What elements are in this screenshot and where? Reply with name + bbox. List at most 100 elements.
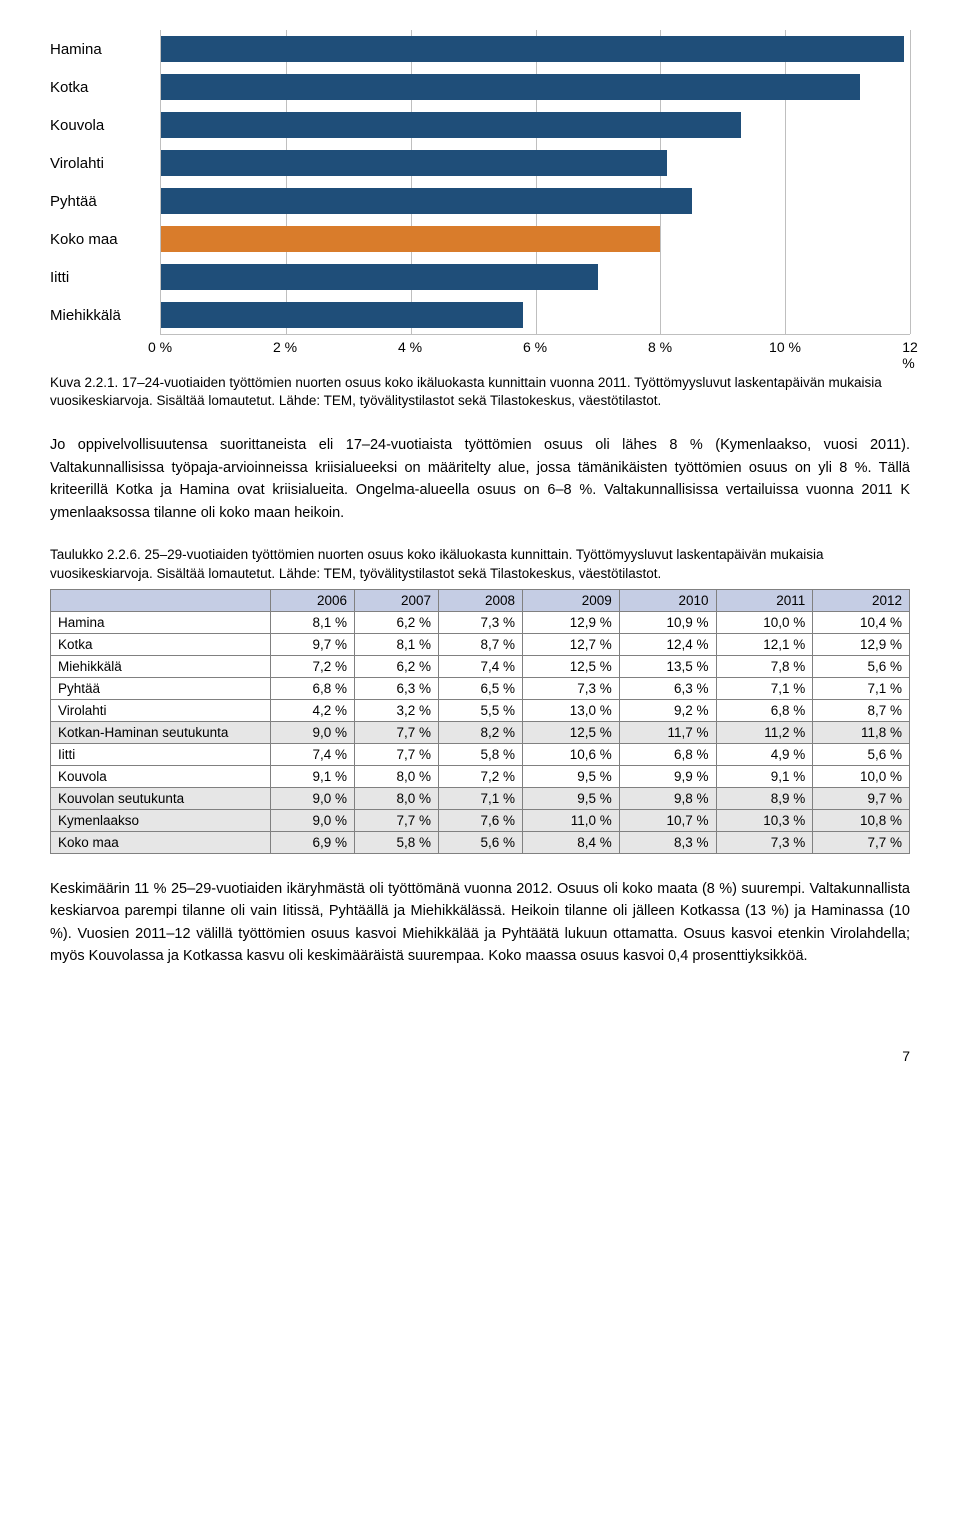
chart-category-label: Miehikkälä (50, 307, 160, 324)
table-cell: 8,3 % (619, 831, 716, 853)
axis-tick-label: 0 % (148, 339, 172, 355)
table-cell: 6,9 % (271, 831, 355, 853)
table-header-cell (51, 589, 271, 611)
table-cell: 10,4 % (813, 611, 910, 633)
chart-bar-area (160, 144, 910, 182)
table-cell: 11,2 % (716, 721, 813, 743)
table-cell: 5,6 % (813, 743, 910, 765)
chart-category-label: Kotka (50, 79, 160, 96)
bar-chart: HaminaKotkaKouvolaVirolahtiPyhtääKoko ma… (50, 30, 910, 356)
body-paragraph-2: Keskimäärin 11 % 25–29-vuotiaiden ikäryh… (50, 878, 910, 968)
table-cell: 10,6 % (523, 743, 620, 765)
chart-bar (161, 36, 904, 62)
table-cell: Hamina (51, 611, 271, 633)
table-row: Kotka9,7 %8,1 %8,7 %12,7 %12,4 %12,1 %12… (51, 633, 910, 655)
table-cell: 11,8 % (813, 721, 910, 743)
table-cell: 9,7 % (813, 787, 910, 809)
figure-caption: Kuva 2.2.1. 17–24-vuotiaiden työttömien … (50, 374, 910, 410)
table-cell: 8,1 % (271, 611, 355, 633)
table-cell: 6,2 % (355, 611, 439, 633)
table-row: Kouvolan seutukunta9,0 %8,0 %7,1 %9,5 %9… (51, 787, 910, 809)
chart-category-label: Hamina (50, 41, 160, 58)
table-cell: 7,7 % (355, 743, 439, 765)
chart-category-label: Virolahti (50, 155, 160, 172)
table-cell: 7,3 % (523, 677, 620, 699)
table-header-cell: 2011 (716, 589, 813, 611)
table-cell: Kotkan-Haminan seutukunta (51, 721, 271, 743)
table-cell: 3,2 % (355, 699, 439, 721)
body-paragraph-1: Jo oppivelvollisuutensa suorittaneista e… (50, 434, 910, 524)
table-cell: 9,5 % (523, 787, 620, 809)
table-cell: 12,9 % (813, 633, 910, 655)
chart-row: Iitti (50, 258, 910, 296)
table-cell: 4,2 % (271, 699, 355, 721)
chart-bar-area (160, 106, 910, 144)
table-cell: 7,1 % (439, 787, 523, 809)
table-caption: Taulukko 2.2.6. 25–29-vuotiaiden työttöm… (50, 546, 910, 582)
table-cell: 6,8 % (716, 699, 813, 721)
table-cell: 7,7 % (355, 721, 439, 743)
table-cell: 12,1 % (716, 633, 813, 655)
chart-x-axis: 0 %2 %4 %6 %8 %10 %12 % (160, 334, 910, 356)
chart-row: Hamina (50, 30, 910, 68)
table-cell: 8,4 % (523, 831, 620, 853)
chart-row: Kotka (50, 68, 910, 106)
table-cell: 8,0 % (355, 765, 439, 787)
chart-bar-area (160, 220, 910, 258)
table-cell: Kotka (51, 633, 271, 655)
chart-category-label: Iitti (50, 269, 160, 286)
table-cell: 7,3 % (439, 611, 523, 633)
table-cell: 8,9 % (716, 787, 813, 809)
table-cell: 7,6 % (439, 809, 523, 831)
table-cell: 9,9 % (619, 765, 716, 787)
axis-tick-label: 4 % (398, 339, 422, 355)
table-cell: 12,4 % (619, 633, 716, 655)
table-row: Kotkan-Haminan seutukunta9,0 %7,7 %8,2 %… (51, 721, 910, 743)
table-row: Kouvola9,1 %8,0 %7,2 %9,5 %9,9 %9,1 %10,… (51, 765, 910, 787)
table-cell: 10,3 % (716, 809, 813, 831)
table-cell: 7,3 % (716, 831, 813, 853)
chart-bar-area (160, 30, 910, 68)
table-cell: 6,8 % (271, 677, 355, 699)
table-cell: 12,9 % (523, 611, 620, 633)
table-cell: 8,1 % (355, 633, 439, 655)
table-cell: 13,0 % (523, 699, 620, 721)
table-cell: Miehikkälä (51, 655, 271, 677)
table-cell: 9,1 % (716, 765, 813, 787)
table-cell: 7,2 % (271, 655, 355, 677)
table-row: Kymenlaakso9,0 %7,7 %7,6 %11,0 %10,7 %10… (51, 809, 910, 831)
table-cell: 8,0 % (355, 787, 439, 809)
table-cell: 7,1 % (813, 677, 910, 699)
table-cell: 12,5 % (523, 655, 620, 677)
chart-bar (161, 112, 741, 138)
chart-row: Pyhtää (50, 182, 910, 220)
chart-bar-area (160, 68, 910, 106)
table-cell: 10,9 % (619, 611, 716, 633)
table-cell: 5,5 % (439, 699, 523, 721)
table-row: Miehikkälä7,2 %6,2 %7,4 %12,5 %13,5 %7,8… (51, 655, 910, 677)
table-cell: 8,7 % (439, 633, 523, 655)
chart-row: Virolahti (50, 144, 910, 182)
axis-tick-label: 8 % (648, 339, 672, 355)
table-header-cell: 2010 (619, 589, 716, 611)
table-cell: 11,7 % (619, 721, 716, 743)
chart-category-label: Koko maa (50, 231, 160, 248)
table-cell: 7,7 % (355, 809, 439, 831)
table-cell: 12,5 % (523, 721, 620, 743)
table-cell: 6,3 % (355, 677, 439, 699)
chart-bar (161, 74, 860, 100)
table-row: Koko maa6,9 %5,8 %5,6 %8,4 %8,3 %7,3 %7,… (51, 831, 910, 853)
table-cell: 7,7 % (813, 831, 910, 853)
table-cell: 9,0 % (271, 809, 355, 831)
table-cell: 7,4 % (271, 743, 355, 765)
table-cell: 5,8 % (355, 831, 439, 853)
table-row: Pyhtää6,8 %6,3 %6,5 %7,3 %6,3 %7,1 %7,1 … (51, 677, 910, 699)
table-cell: Kouvola (51, 765, 271, 787)
table-cell: 9,2 % (619, 699, 716, 721)
table-cell: 6,2 % (355, 655, 439, 677)
table-cell: 7,4 % (439, 655, 523, 677)
table-cell: 5,8 % (439, 743, 523, 765)
axis-tick-label: 6 % (523, 339, 547, 355)
table-cell: 4,9 % (716, 743, 813, 765)
table-row: Hamina8,1 %6,2 %7,3 %12,9 %10,9 %10,0 %1… (51, 611, 910, 633)
